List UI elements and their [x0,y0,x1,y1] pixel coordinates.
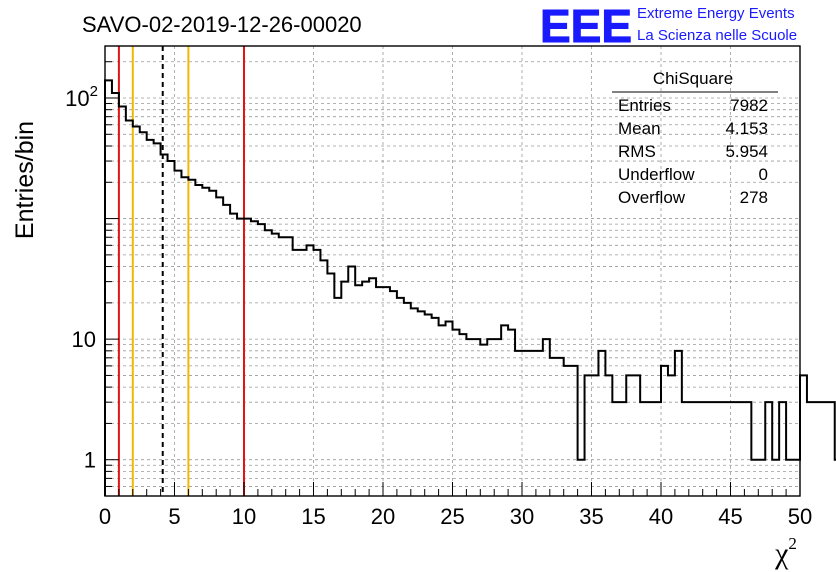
stats-label: RMS [618,142,656,161]
x-axis-label: χ2 [774,534,797,570]
logo-subtitle-2: La Scienza nelle Scuole [637,27,797,44]
y-tick-label: 10 [72,327,96,352]
marker-lines [117,46,245,496]
y-tick-label: 102 [65,83,98,111]
y-axis-label: Entries/bin [11,121,39,239]
stats-value: 4.153 [725,119,768,138]
x-tick-label: 0 [99,504,111,529]
eee-logo: EEE [540,0,632,52]
x-tick-label: 50 [788,504,812,529]
histogram-line [104,79,836,496]
x-tick-labels: 0 5 10 15 20 25 30 35 40 45 50 [99,504,812,529]
x-tick-label: 5 [168,504,180,529]
logo-subtitle-1: Extreme Energy Events [637,5,795,22]
y-tick-labels: 110102103 [65,83,98,473]
stats-value: 7982 [730,96,768,115]
stats-value: 5.954 [725,142,768,161]
stats-label: Mean [618,119,661,138]
x-tick-label: 40 [649,504,673,529]
y-tick-label: 1 [84,448,96,473]
stats-label: Entries [618,96,671,115]
stats-label: Underflow [618,165,695,184]
x-tick-label: 10 [232,504,256,529]
x-tick-label: 45 [718,504,742,529]
stats-label: Overflow [618,188,686,207]
grid-lines [105,46,800,497]
stats-title: ChiSquare [653,69,733,88]
x-tick-label: 35 [579,504,603,529]
stats-value: 0 [759,165,768,184]
stats-box: ChiSquare Entries 7982 Mean 4.153 RMS 5.… [612,69,778,207]
stats-value: 278 [740,188,768,207]
axis-ticks [104,61,801,497]
x-tick-label: 30 [510,504,534,529]
x-tick-label: 25 [440,504,464,529]
x-tick-label: 20 [371,504,395,529]
chart-title: SAVO-02-2019-12-26-00020 [82,12,362,37]
histogram-series [104,79,836,496]
x-tick-label: 15 [301,504,325,529]
